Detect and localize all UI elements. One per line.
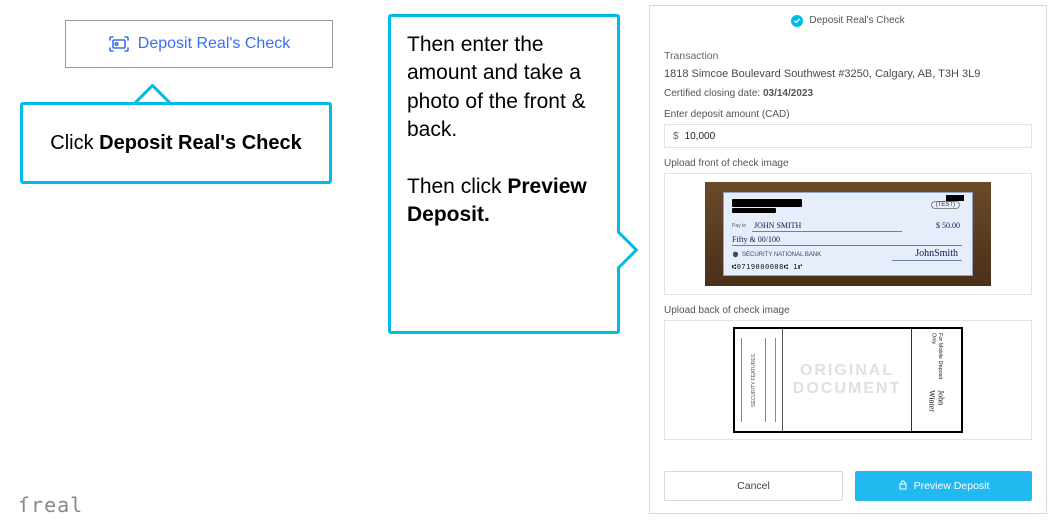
- closing-date-row: Certified closing date: 03/14/2023: [664, 88, 1032, 99]
- callout-pointer-2: [617, 226, 639, 268]
- cancel-button-label: Cancel: [737, 480, 770, 492]
- deposit-check-button-label: Deposit Real's Check: [138, 35, 290, 53]
- payee-line: [752, 231, 902, 232]
- endorse-line: [741, 338, 742, 423]
- step-complete-icon: [791, 15, 803, 27]
- back-check-upload[interactable]: SECURITY FEATURES ORIGINAL DOCUMENT For …: [664, 320, 1032, 440]
- preview-deposit-button[interactable]: Preview Deposit: [855, 471, 1032, 501]
- redacted-block: [732, 208, 776, 213]
- endorse-signature: John Winter: [928, 390, 946, 427]
- bank-name: SECURITY NATIONAL BANK: [742, 252, 821, 258]
- payee-prefix: Pay to: [732, 223, 746, 229]
- micr-line: ⑆0719000008⑆ 1⑈: [732, 263, 803, 271]
- redacted-block: [732, 199, 802, 207]
- panel-footer: Cancel Preview Deposit: [650, 461, 1046, 513]
- check-front-paper: (TEST) Pay to JOHN SMITH $ 50.00 Fifty &…: [723, 192, 973, 276]
- endorse-line: [775, 338, 776, 423]
- instruction-callout-1-text: Click Deposit Real's Check: [50, 132, 302, 155]
- mobile-deposit-text: For Mobile Deposit Only: [930, 333, 943, 388]
- transaction-label: Transaction: [664, 50, 1032, 62]
- watermark-line-1: ORIGINAL: [800, 362, 894, 380]
- instruction-callout-1: Click Deposit Real's Check: [20, 102, 332, 184]
- check-back-image: SECURITY FEATURES ORIGINAL DOCUMENT For …: [733, 327, 963, 433]
- currency-symbol: $: [673, 131, 679, 142]
- panel-body: Transaction 1818 Simcoe Boulevard Southw…: [650, 36, 1046, 461]
- callout1-prefix: Click: [50, 132, 99, 154]
- callout1-bold: Deposit Real's Check: [99, 132, 302, 154]
- watermark-zone: ORIGINAL DOCUMENT: [783, 329, 911, 431]
- amount-value: 10,000: [685, 131, 716, 142]
- numeric-amount: $ 50.00: [936, 221, 960, 230]
- deposit-amount-input[interactable]: $ 10,000: [664, 124, 1032, 148]
- test-label: (TEST): [931, 201, 960, 209]
- right-endorse-zone: For Mobile Deposit Only John Winter: [911, 329, 961, 431]
- instruction-callout-2: Then enter the amount and take a photo o…: [388, 14, 620, 334]
- deposit-check-panel: Deposit Real's Check Transaction 1818 Si…: [649, 5, 1047, 514]
- shield-icon: [732, 251, 739, 258]
- check-front-image: (TEST) Pay to JOHN SMITH $ 50.00 Fifty &…: [705, 182, 991, 286]
- cancel-button[interactable]: Cancel: [664, 471, 843, 501]
- panel-header: Deposit Real's Check: [650, 6, 1046, 36]
- signature: JohnSmith: [915, 248, 958, 259]
- amount-label: Enter deposit amount (CAD): [664, 109, 1032, 120]
- deposit-check-button-illustration: Deposit Real's Check: [65, 20, 333, 68]
- written-amount: Fifty & 00/100: [732, 235, 780, 244]
- endorse-line: [765, 338, 766, 423]
- watermark-line-2: DOCUMENT: [793, 380, 901, 398]
- callout2-line2-prefix: Then click: [407, 175, 507, 198]
- instruction-callout-2-text: Then enter the amount and take a photo o…: [407, 31, 601, 229]
- panel-title: Deposit Real's Check: [809, 15, 904, 26]
- preview-deposit-label: Preview Deposit: [914, 480, 990, 492]
- callout2-line1: Then enter the amount and take a photo o…: [407, 33, 586, 141]
- payee-name: JOHN SMITH: [754, 221, 801, 230]
- transaction-address: 1818 Simcoe Boulevard Southwest #3250, C…: [664, 68, 1032, 80]
- back-upload-label: Upload back of check image: [664, 305, 1032, 316]
- amount-line: [732, 245, 962, 246]
- front-upload-label: Upload front of check image: [664, 158, 1032, 169]
- signature-line: [892, 260, 962, 261]
- bank-name-row: SECURITY NATIONAL BANK: [732, 251, 821, 258]
- lock-icon: [898, 480, 908, 493]
- security-features-text: SECURITY FEATURES: [751, 354, 757, 407]
- closing-prefix: Certified closing date:: [664, 88, 763, 99]
- front-check-upload[interactable]: (TEST) Pay to JOHN SMITH $ 50.00 Fifty &…: [664, 173, 1032, 295]
- brand-logo: ſreal: [18, 493, 83, 517]
- scan-check-icon: [108, 35, 130, 53]
- closing-date: 03/14/2023: [763, 88, 813, 99]
- left-endorse-zone: SECURITY FEATURES: [735, 329, 783, 431]
